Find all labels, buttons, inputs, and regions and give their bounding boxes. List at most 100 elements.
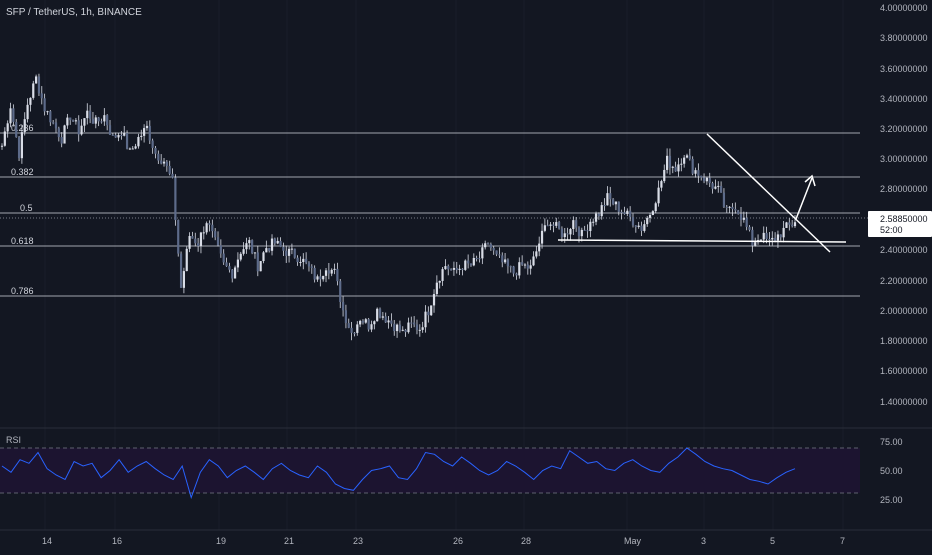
candle-body — [657, 187, 660, 204]
candle — [313, 265, 316, 283]
candle-body — [546, 225, 549, 227]
candle-body — [316, 276, 319, 280]
candle-body — [77, 120, 80, 135]
candle — [745, 211, 748, 231]
candle-body — [415, 324, 419, 330]
candle-body — [407, 322, 410, 333]
rsi-label: RSI — [6, 435, 21, 445]
candle-body — [205, 223, 208, 233]
support-line[interactable] — [557, 239, 847, 243]
candle — [705, 176, 708, 185]
candle — [424, 305, 427, 333]
candle — [307, 261, 311, 272]
candle-body — [194, 238, 197, 244]
candle — [685, 153, 689, 159]
candle — [214, 228, 217, 241]
candle-body — [83, 118, 86, 126]
candle-body — [259, 261, 262, 272]
candle-body — [154, 147, 157, 154]
candle-body — [430, 305, 433, 316]
candle — [211, 219, 214, 238]
candle — [83, 118, 86, 132]
candle — [447, 264, 450, 276]
candle-body — [143, 128, 146, 136]
price-tick: 1.60000000 — [880, 366, 928, 376]
candle — [430, 305, 433, 316]
candle — [765, 226, 768, 244]
candle-body — [171, 173, 174, 178]
candle — [637, 221, 640, 229]
rsi-pane[interactable]: RSI 75.00 50.00 25.00 — [0, 435, 903, 505]
candle — [151, 138, 154, 154]
candle-body — [148, 125, 151, 141]
candle — [739, 207, 743, 227]
candle — [208, 220, 211, 232]
candle — [239, 251, 242, 262]
candle — [194, 232, 197, 247]
candle — [521, 255, 524, 266]
candle — [256, 245, 259, 277]
candle — [702, 173, 706, 184]
candle-body — [319, 276, 322, 280]
candle-body — [557, 222, 561, 229]
candle — [46, 110, 49, 115]
candle — [71, 119, 75, 123]
candle-body — [46, 111, 49, 113]
candle-body — [754, 242, 757, 246]
candle — [216, 231, 220, 247]
candle — [148, 120, 151, 145]
candle-body — [128, 148, 132, 150]
candle-body — [287, 248, 291, 256]
time-axis[interactable]: 14 16 19 21 23 26 28 May 3 5 7 — [42, 536, 845, 546]
candle — [120, 130, 123, 140]
candle — [228, 262, 231, 273]
candle — [197, 237, 200, 252]
candle — [603, 198, 606, 211]
candle — [768, 231, 771, 246]
breakout-arrow[interactable] — [795, 177, 813, 220]
candle-body — [157, 153, 160, 161]
candle-body — [691, 158, 694, 174]
candle-body — [737, 210, 740, 214]
candle-body — [137, 136, 140, 147]
candle-body — [455, 267, 458, 270]
candle — [111, 133, 114, 136]
candle — [259, 260, 262, 272]
candle — [501, 252, 504, 268]
candle-body — [671, 166, 674, 168]
candle-body — [251, 240, 254, 254]
candle-body — [427, 311, 430, 316]
candle-body — [745, 217, 748, 227]
candle-body — [214, 231, 217, 238]
candle — [532, 251, 535, 267]
candle-body — [614, 201, 618, 205]
candle — [268, 247, 271, 253]
candle-body — [509, 266, 512, 268]
candle-body — [20, 132, 23, 159]
candle-body — [17, 137, 21, 159]
candle — [435, 275, 438, 297]
candle — [711, 181, 714, 194]
candle — [708, 172, 711, 188]
price-tick: 4.00000000 — [880, 3, 928, 13]
candle — [32, 80, 35, 100]
descending-trendline[interactable] — [706, 133, 831, 253]
candle-body — [364, 319, 367, 323]
candle-body — [290, 248, 294, 250]
candle-body — [555, 222, 558, 226]
price-axis[interactable]: 4.00000000 3.80000000 3.60000000 3.40000… — [880, 3, 928, 407]
candle-body — [660, 181, 663, 188]
candle — [253, 252, 257, 259]
candle — [143, 124, 146, 143]
candle — [29, 97, 32, 112]
fib-label-0786: 0.786 — [11, 286, 34, 296]
candle — [26, 98, 29, 123]
candle — [205, 221, 208, 235]
candle-body — [296, 257, 299, 263]
candle — [614, 201, 618, 211]
candle — [273, 237, 276, 246]
candle-body — [583, 229, 586, 231]
time-tick: May — [624, 536, 642, 546]
